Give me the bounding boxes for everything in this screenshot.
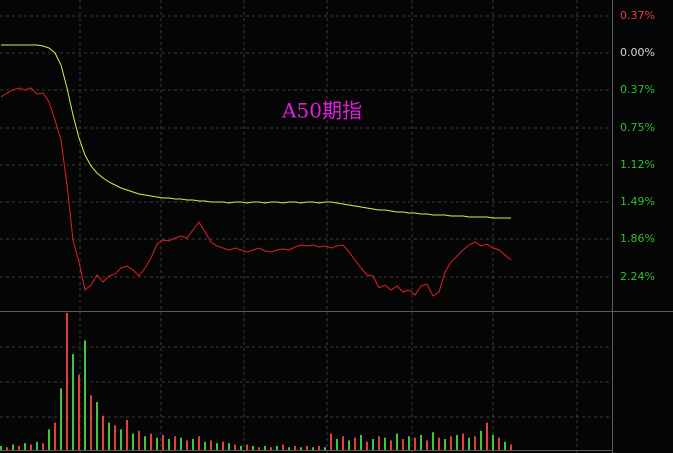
volume-bar <box>318 445 320 450</box>
volume-bar <box>186 440 188 450</box>
volume-bar <box>450 436 452 450</box>
volume-bar <box>270 447 272 450</box>
volume-bar <box>180 437 182 450</box>
chart-title: A50期指 <box>281 99 362 123</box>
volume-bar <box>66 313 68 450</box>
y-tick-label: 2.24% <box>620 270 655 283</box>
volume-bar <box>126 419 128 450</box>
volume-bar <box>12 444 14 450</box>
volume-bar <box>24 443 26 450</box>
volume-bar <box>366 441 368 450</box>
volume-bar <box>312 447 314 450</box>
volume-bar <box>138 430 140 450</box>
volume-bar <box>426 440 428 450</box>
volume-bar <box>60 388 62 450</box>
volume-bar <box>282 444 284 450</box>
volume-bar <box>462 433 464 450</box>
volume-bar <box>276 445 278 450</box>
volume-bar <box>414 437 416 450</box>
vertical-grid <box>0 0 612 453</box>
volume-bar <box>198 436 200 450</box>
volume-bar <box>378 436 380 450</box>
volume-bar <box>18 445 20 450</box>
volume-bar <box>144 436 146 450</box>
volume-bar <box>162 434 164 450</box>
y-tick-label: 0.37% <box>620 9 655 22</box>
volume-bar <box>432 432 434 450</box>
volume-bar <box>246 444 248 450</box>
volume-bar <box>96 402 98 450</box>
volume-bar <box>486 422 488 450</box>
volume-bar <box>456 434 458 450</box>
volume-bar <box>354 437 356 450</box>
volume-bar <box>102 415 104 450</box>
volume-bar <box>120 429 122 450</box>
volume-bar <box>468 437 470 450</box>
y-tick-label: 1.12% <box>620 158 655 171</box>
volume-bar <box>216 443 218 450</box>
volume-bar <box>324 447 326 450</box>
volume-bar <box>114 425 116 450</box>
volume-bar <box>42 443 44 450</box>
volume-bar <box>300 447 302 450</box>
volume-bar <box>72 354 74 450</box>
volume-bar <box>108 422 110 450</box>
volume-bar <box>330 433 332 450</box>
volume-bar <box>510 444 512 450</box>
volume-bar <box>204 441 206 450</box>
volume-bar <box>342 436 344 450</box>
volume-bar <box>210 440 212 450</box>
volume-bar <box>240 445 242 450</box>
volume-bar <box>90 395 92 450</box>
y-tick-label: 1.49% <box>620 195 655 208</box>
volume-bar <box>504 441 506 450</box>
y-tick-label: 0.00% <box>620 46 655 59</box>
volume-bar <box>84 340 86 450</box>
volume-bar <box>252 445 254 450</box>
volume-bar <box>444 439 446 450</box>
volume-bar <box>474 436 476 450</box>
volume-bar <box>360 434 362 450</box>
volume-bar <box>48 429 50 450</box>
volume-bar <box>192 439 194 450</box>
volume-bar <box>492 434 494 450</box>
volume-bar <box>6 447 8 450</box>
volume-bar <box>420 434 422 450</box>
price-line <box>0 87 512 297</box>
volume-bar <box>0 445 2 450</box>
volume-bar <box>174 436 176 450</box>
volume-bar <box>30 444 32 450</box>
volume-bar <box>348 440 350 450</box>
volume-bar <box>150 433 152 450</box>
volume-bar <box>438 437 440 450</box>
volume-bar <box>168 439 170 450</box>
volume-bar <box>306 445 308 450</box>
volume-bar <box>390 440 392 450</box>
y-tick-label: 1.86% <box>620 232 655 245</box>
volume-bar <box>78 374 80 450</box>
volume-bar <box>408 436 410 450</box>
volume-bar <box>396 433 398 450</box>
volume-bar <box>54 422 56 450</box>
volume-bar <box>222 441 224 450</box>
volume-bar <box>402 439 404 450</box>
volume-bar <box>264 445 266 450</box>
volume-bar <box>294 445 296 450</box>
volume-bar <box>156 437 158 450</box>
volume-bar <box>498 437 500 450</box>
volume-bar <box>36 441 38 450</box>
price-line <box>1 44 511 219</box>
volume-bar <box>132 433 134 450</box>
volume-bar <box>372 439 374 450</box>
volume-bar <box>258 447 260 450</box>
volume-bar <box>228 443 230 450</box>
y-tick-label: 0.75% <box>620 121 655 134</box>
volume-bar <box>234 444 236 450</box>
volume-bar <box>288 447 290 450</box>
volume-bar <box>336 439 338 450</box>
volume-bar <box>480 430 482 450</box>
y-tick-label: 0.37% <box>620 83 655 96</box>
volume-bar <box>384 437 386 450</box>
